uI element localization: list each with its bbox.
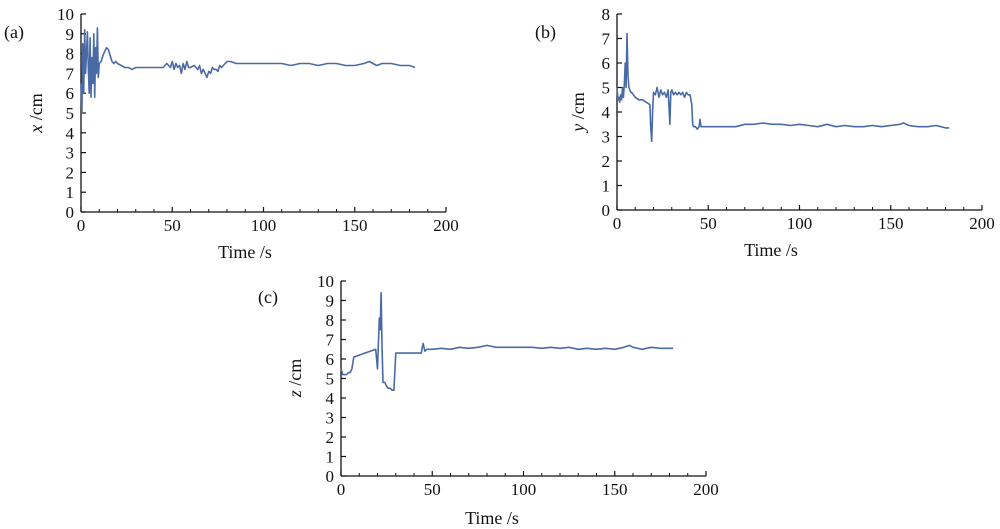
y-tick-label: 10	[57, 5, 74, 24]
series-line-y	[616, 32, 950, 143]
x-tick-label: 150	[602, 480, 628, 499]
y-axis-title: y /cm	[568, 92, 588, 134]
y-tick-label: 3	[602, 128, 611, 147]
x-tick-label: 50	[700, 214, 717, 233]
x-tick-label: 200	[969, 214, 995, 233]
y-axis-title-var: z	[285, 390, 305, 398]
y-tick-label: 2	[326, 428, 335, 447]
y-tick-label: 8	[602, 5, 611, 24]
y-axis-title-unit: /cm	[26, 93, 46, 125]
y-tick-label: 4	[602, 103, 611, 122]
x-tick-label: 100	[511, 480, 537, 499]
y-axis-title-var: x	[26, 125, 46, 134]
y-tick-label: 5	[66, 104, 75, 123]
y-tick-label: 0	[602, 201, 611, 220]
y-axis-title-unit: /cm	[568, 92, 588, 124]
y-axis-title: x /cm	[26, 93, 46, 134]
panel-label: (b)	[535, 22, 556, 43]
y-tick-label: 8	[326, 311, 335, 330]
y-tick-label: 4	[66, 124, 75, 143]
x-axis-title: Time /s	[218, 242, 272, 262]
y-tick-label: 2	[66, 163, 75, 182]
y-tick-label: 7	[66, 64, 75, 83]
y-axis-title-unit: /cm	[285, 359, 305, 391]
x-tick-label: 100	[251, 216, 277, 235]
series-line-z	[340, 291, 674, 392]
y-tick-label: 7	[326, 331, 335, 350]
y-tick-label: 8	[66, 45, 75, 64]
x-tick-label: 150	[342, 216, 368, 235]
x-tick-label: 0	[337, 480, 346, 499]
panel-label: (a)	[4, 22, 24, 43]
x-tick-label: 0	[77, 216, 86, 235]
y-tick-label: 1	[602, 177, 611, 196]
y-tick-label: 10	[317, 272, 334, 291]
x-tick-label: 100	[787, 214, 813, 233]
y-tick-label: 6	[602, 54, 611, 73]
panel-label: (c)	[258, 287, 278, 308]
x-tick-label: 50	[424, 480, 441, 499]
y-tick-label: 4	[326, 389, 335, 408]
x-tick-label: 0	[613, 214, 622, 233]
x-tick-label: 150	[878, 214, 904, 233]
y-tick-label: 0	[66, 203, 75, 222]
y-tick-label: 9	[326, 292, 335, 311]
y-tick-label: 2	[602, 152, 611, 171]
y-tick-label: 5	[602, 79, 611, 98]
y-axis-title-var: y	[568, 124, 588, 134]
y-tick-label: 5	[326, 370, 335, 389]
y-tick-label: 6	[66, 84, 75, 103]
y-tick-label: 0	[326, 467, 335, 486]
x-tick-label: 200	[433, 216, 459, 235]
x-tick-label: 200	[693, 480, 719, 499]
y-tick-label: 1	[326, 448, 335, 467]
y-tick-label: 1	[66, 183, 75, 202]
y-tick-label: 9	[66, 25, 75, 44]
x-tick-label: 50	[164, 216, 181, 235]
y-tick-label: 3	[326, 409, 335, 428]
y-axis-title: z /cm	[285, 359, 305, 399]
x-axis-title: Time /s	[465, 508, 519, 528]
y-tick-label: 6	[326, 350, 335, 369]
x-axis-title: Time /s	[744, 240, 798, 260]
y-tick-label: 7	[602, 30, 611, 49]
y-tick-label: 3	[66, 144, 75, 163]
series-line-x	[80, 27, 416, 114]
